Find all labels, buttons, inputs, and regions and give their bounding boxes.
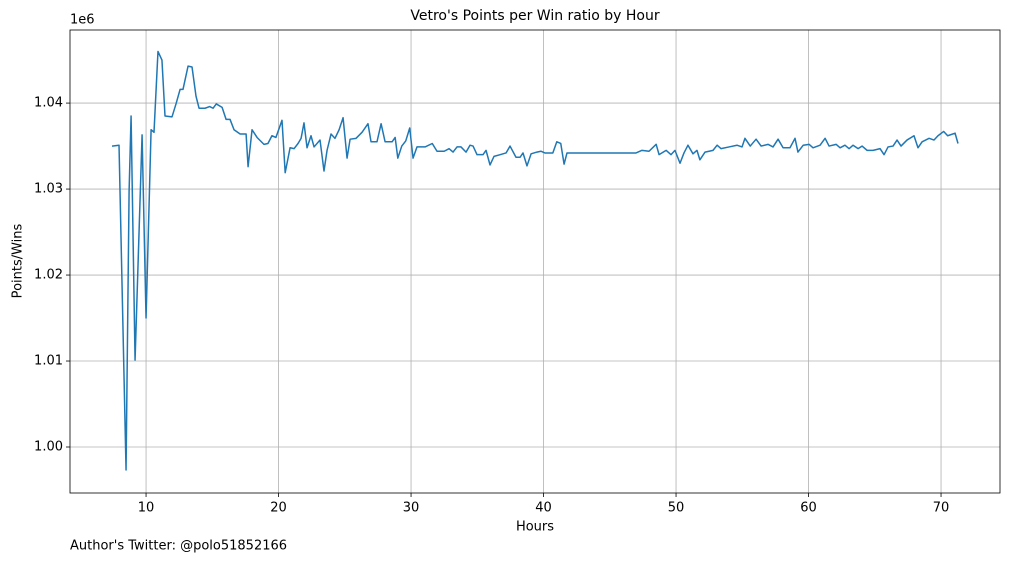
- x-tick-label: 30: [403, 501, 420, 516]
- y-tick-label: 1.00: [34, 440, 63, 455]
- y-axis-label: Points/Wins: [11, 223, 26, 298]
- x-tick-label: 70: [933, 501, 950, 516]
- line-series: [111, 50, 959, 471]
- ticks: 10 20 30 40 50 60 70 1.00 1.01 1.02 1.03 1.04: [34, 96, 949, 516]
- y-tick-label: 1.01: [34, 354, 63, 369]
- x-tick-label: 10: [138, 501, 155, 516]
- chart-title: Vetro's Points per Win ratio by Hour: [410, 8, 659, 24]
- axes-frame: [69, 29, 1001, 494]
- y-offset-label: 1e6: [70, 13, 95, 28]
- x-tick-label: 50: [668, 501, 685, 516]
- y-tick-label: 1.04: [34, 96, 63, 111]
- x-tick-label: 20: [270, 501, 287, 516]
- x-tick-label: 40: [535, 501, 552, 516]
- y-tick-label: 1.02: [34, 268, 63, 283]
- grid: [70, 30, 1000, 493]
- x-axis-label: Hours: [516, 520, 554, 535]
- x-tick-label: 60: [800, 501, 817, 516]
- footnote: Author's Twitter: @polo51852166: [70, 539, 287, 554]
- plot: [111, 50, 959, 471]
- y-tick-label: 1.03: [34, 182, 63, 197]
